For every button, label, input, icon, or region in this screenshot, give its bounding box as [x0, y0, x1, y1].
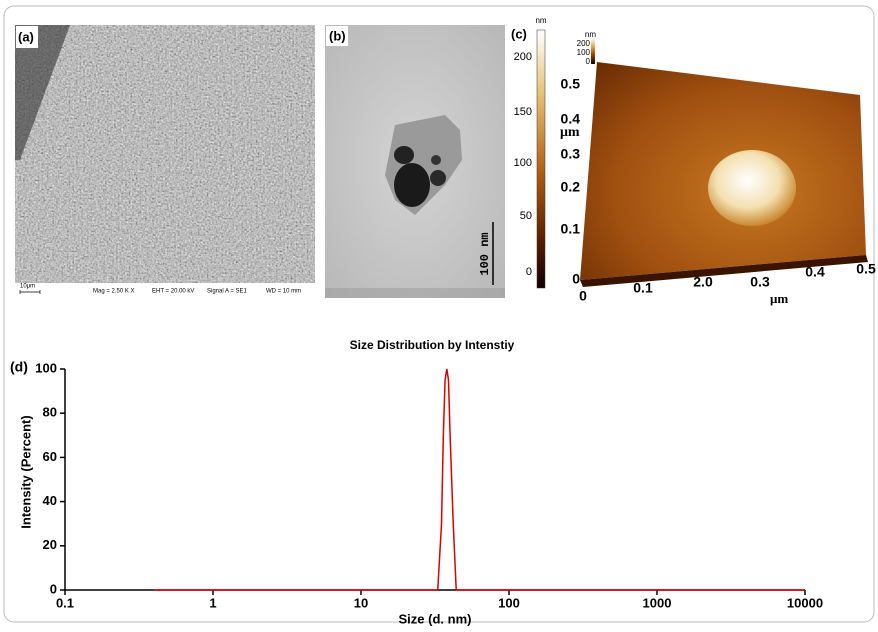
scale-bar-label: 10μm — [20, 284, 35, 290]
x-tick-label: 0 — [579, 288, 587, 304]
x-tick-label: 0.1 — [633, 280, 653, 296]
panel-a: (a) 10μm Mag = 2.50 K X EHT = 20.00 kV S… — [15, 25, 315, 298]
colorbar — [537, 30, 545, 288]
x-tick-label: 100 — [498, 595, 520, 610]
sem-texture — [15, 25, 315, 283]
y-tick-label: 0 — [50, 581, 57, 596]
x-tick-label: 0.3 — [750, 274, 770, 290]
z-tick-label: 0.2 — [561, 179, 581, 195]
x-tick-label: 0.4 — [805, 264, 825, 280]
panel-d: (d) Size Distribution by Intenstiy Size … — [10, 338, 823, 626]
colorbar-tick-label: 100 — [514, 157, 532, 169]
panel-label: (c) — [511, 26, 527, 41]
z-tick-label: 0.4 — [561, 111, 581, 127]
panel-label: (d) — [10, 359, 28, 375]
size-distribution-line — [154, 369, 805, 590]
x-tick-label: 0.5 — [856, 261, 876, 277]
z-tick-label: 0.1 — [561, 221, 581, 237]
panel-label: (b) — [329, 28, 346, 43]
y-tick-label: 20 — [43, 537, 57, 552]
x-tick-label: 1000 — [643, 595, 672, 610]
x-tick-label: 0.1 — [56, 595, 74, 610]
colorbar-tick-label: 200 — [514, 51, 532, 63]
particle — [431, 155, 441, 165]
chart-title: Size Distribution by Intenstiy — [350, 338, 515, 352]
sem-info: WD = 10 mm — [266, 289, 301, 295]
particle — [394, 163, 430, 207]
y-axis-label: Intensity (Percent) — [18, 415, 33, 528]
sem-info: EHT = 20.00 kV — [152, 289, 194, 295]
x-tick-label: 10000 — [787, 595, 823, 610]
panel-label: (a) — [18, 29, 34, 44]
y-tick-label: 80 — [43, 405, 57, 420]
colorbar-tick-label: 0 — [526, 266, 532, 278]
afm-particle — [708, 150, 796, 226]
x-unit: μm — [770, 291, 788, 306]
particle — [430, 170, 446, 186]
figure: (a) 10μm Mag = 2.50 K X EHT = 20.00 kV S… — [0, 0, 878, 627]
unit-label: μm — [560, 125, 580, 140]
tem-edge — [325, 288, 505, 298]
z-tick-label: 0.3 — [561, 146, 581, 162]
sem-info: Mag = 2.50 K X — [93, 289, 135, 295]
colorbar-tick-label: 150 — [514, 106, 532, 118]
panel-b: (b) 100 nm — [325, 25, 505, 298]
x-tick-label: 2.0 — [693, 274, 713, 290]
y-tick-label: 60 — [43, 449, 57, 464]
mini-colorbar — [591, 38, 595, 64]
x-tick-label: 10 — [354, 595, 368, 610]
x-axis-label: Size (d. nm) — [399, 611, 472, 626]
panel-c: (c) nm μm μm 200150100500nm20010000.50.4… — [511, 16, 876, 306]
mini-colorbar-label: 100 — [577, 48, 591, 57]
z-tick-label: 0 — [572, 271, 580, 287]
particle — [394, 146, 414, 164]
scale-bar-label: 100 nm — [478, 232, 492, 275]
colorbar-unit: nm — [535, 16, 546, 25]
mini-colorbar-label: 0 — [586, 57, 591, 66]
mini-colorbar-label: nm — [585, 30, 596, 39]
z-tick-label: 0.5 — [561, 76, 581, 92]
mini-colorbar-label: 200 — [577, 39, 591, 48]
x-tick-label: 1 — [209, 595, 216, 610]
colorbar-tick-label: 50 — [520, 210, 532, 222]
y-tick-label: 100 — [35, 360, 57, 375]
sem-info: Signal A = SE1 — [207, 289, 248, 295]
y-tick-label: 40 — [43, 493, 57, 508]
